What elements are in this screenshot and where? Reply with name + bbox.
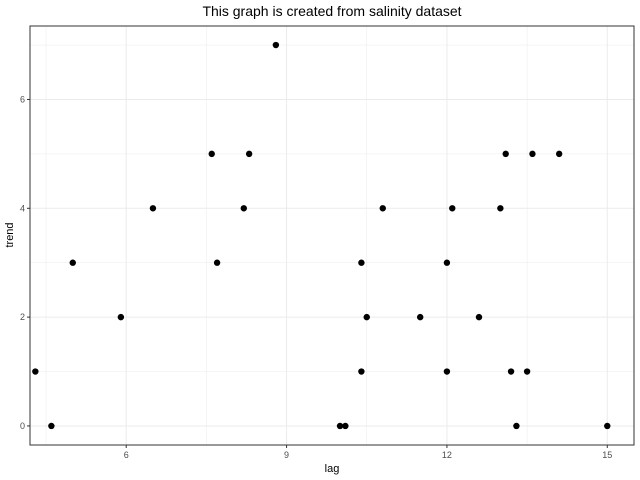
- y-axis-ticks: 0 2 4 6: [20, 94, 30, 431]
- data-point: [336, 422, 344, 430]
- data-point: [555, 150, 563, 158]
- data-point: [342, 422, 349, 430]
- data-point: [358, 259, 365, 266]
- data-point: [379, 205, 386, 212]
- x-axis-title: lag: [325, 463, 340, 475]
- data-point: [513, 422, 520, 430]
- x-tick-label: 9: [284, 450, 289, 460]
- chart-title: This graph is created from salinity data…: [202, 3, 461, 19]
- data-point: [213, 259, 221, 266]
- grid-lines: [30, 26, 634, 445]
- y-tick-label: 6: [20, 94, 25, 104]
- y-axis-title: trend: [4, 222, 16, 247]
- x-tick-label: 15: [602, 450, 612, 460]
- data-point: [48, 422, 55, 430]
- data-point: [604, 422, 611, 430]
- data-point: [272, 41, 280, 49]
- y-tick-label: 2: [20, 312, 25, 322]
- data-point: [358, 368, 365, 375]
- x-tick-label: 12: [442, 450, 452, 460]
- data-point: [416, 313, 424, 321]
- data-points: [32, 41, 611, 430]
- data-point: [32, 368, 39, 375]
- data-point: [529, 150, 536, 158]
- data-point: [502, 150, 509, 158]
- data-point: [117, 313, 125, 321]
- data-point: [149, 205, 157, 212]
- y-tick-label: 0: [20, 421, 25, 431]
- data-point: [240, 205, 248, 212]
- data-point: [475, 313, 483, 321]
- data-point: [245, 150, 253, 158]
- x-tick-label: 6: [124, 450, 129, 460]
- data-point: [497, 205, 504, 212]
- data-point: [449, 205, 456, 212]
- data-point: [208, 150, 215, 158]
- data-point: [69, 259, 76, 266]
- data-point: [507, 368, 515, 375]
- data-point: [443, 259, 451, 266]
- x-axis-ticks: 6 9 12 15: [124, 445, 612, 460]
- data-point: [363, 313, 370, 321]
- y-tick-label: 4: [20, 203, 25, 213]
- data-point: [523, 368, 531, 375]
- panel-border: [29, 25, 635, 446]
- data-point: [443, 368, 451, 375]
